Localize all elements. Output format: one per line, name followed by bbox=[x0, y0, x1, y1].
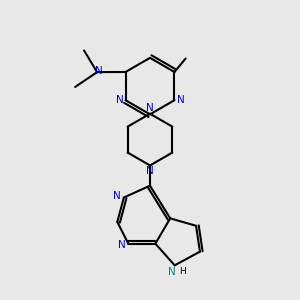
Text: H: H bbox=[179, 267, 185, 276]
Text: N: N bbox=[146, 167, 154, 176]
Text: N: N bbox=[95, 66, 103, 76]
Text: N: N bbox=[118, 240, 126, 250]
Text: N: N bbox=[168, 267, 176, 277]
Text: N: N bbox=[146, 103, 154, 113]
Text: N: N bbox=[116, 95, 124, 105]
Text: N: N bbox=[176, 95, 184, 105]
Text: N: N bbox=[113, 191, 121, 201]
